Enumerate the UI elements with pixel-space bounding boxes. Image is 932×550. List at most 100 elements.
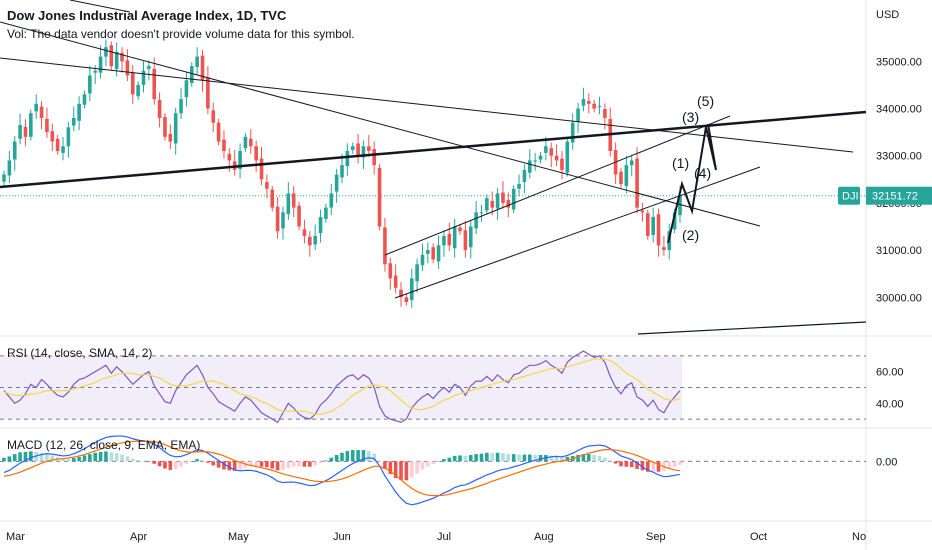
candle-body (479, 212, 484, 214)
macd-histogram-bar (163, 461, 167, 469)
candle-body (297, 205, 301, 227)
macd-histogram-bar (291, 461, 296, 467)
macd-histogram-bar (485, 452, 489, 462)
macd-histogram-bar (147, 461, 151, 463)
candle-body (265, 182, 269, 189)
macd-histogram-bar (474, 454, 478, 462)
candle-body (436, 245, 441, 262)
macd-label: MACD (12, 26, close, 9, EMA, EMA) (7, 438, 201, 452)
candle-body (302, 229, 307, 236)
price-tick: 31000.00 (876, 245, 922, 257)
time-tick: May (228, 531, 249, 543)
macd-histogram-bar (66, 458, 71, 462)
candle-body (324, 207, 328, 219)
candle-body (313, 235, 317, 245)
candle-body (18, 125, 22, 139)
macd-histogram-bar (109, 452, 114, 462)
currency-label: USD (876, 9, 899, 21)
macd-histogram-bar (393, 461, 398, 479)
macd-histogram-bar (452, 455, 457, 462)
macd-histogram-bar (88, 454, 92, 462)
macd-histogram-bar (206, 461, 210, 463)
wave-label: (4) (694, 165, 711, 181)
macd-histogram-bar (152, 461, 157, 464)
macd-line (3, 435, 681, 506)
macd-histogram-bar (597, 455, 602, 462)
candle-body (308, 236, 312, 246)
macd-histogram-bar (383, 461, 387, 470)
macd-tick: 0.00 (876, 456, 897, 468)
macd-histogram-bar (554, 455, 559, 462)
candle-body (586, 100, 591, 104)
candle-body (560, 158, 564, 170)
candle-body (206, 77, 210, 109)
time-tick: Apr (130, 531, 147, 543)
candle-body (222, 139, 226, 151)
time-tick: Oct (750, 531, 767, 543)
macd-histogram-bar (356, 450, 360, 462)
candle-body (157, 100, 162, 118)
candle-body (640, 210, 645, 213)
macd-histogram-bar (71, 457, 76, 462)
candle-body (179, 99, 183, 114)
time-tick: Jun (333, 531, 351, 543)
elliott-wave-annotations: (1) (2) (3) (4) (5) (667, 93, 717, 244)
candle-body (624, 165, 629, 186)
macd-histogram-bar (168, 461, 173, 470)
macd-histogram-bar (318, 461, 323, 463)
candle-body (281, 212, 285, 229)
macd-histogram-bar (216, 461, 221, 468)
macd-histogram-bar (61, 458, 65, 462)
candle-body (66, 127, 71, 147)
candle-body (592, 103, 596, 109)
macd-histogram-bar (281, 461, 285, 470)
channel-upper (384, 115, 731, 256)
macd-histogram-bar (672, 461, 677, 467)
candle-body (474, 212, 478, 229)
macd-histogram-bar (248, 461, 253, 467)
macd-histogram-bar (324, 460, 328, 462)
macd-histogram-bar (232, 461, 237, 471)
macd-histogram-bar (141, 461, 146, 462)
candle-body (629, 160, 634, 166)
macd-histogram-bar (211, 461, 216, 466)
candle-body (211, 110, 216, 123)
macd-histogram-bar (334, 455, 339, 462)
candle-body (45, 118, 49, 133)
macd-histogram-bar (189, 461, 194, 462)
macd-histogram-bar (608, 460, 613, 462)
macd-histogram-bar (238, 461, 242, 470)
macd-histogram-bar (646, 461, 650, 472)
candle-body (254, 146, 258, 161)
macd-histogram-bar (678, 461, 682, 465)
macd-histogram-bar (302, 461, 307, 467)
price-tick: 30000.00 (876, 292, 922, 304)
candle-body (334, 174, 339, 192)
candle-body (55, 138, 60, 151)
candle-body (125, 60, 130, 76)
candle-body (340, 165, 344, 178)
rsi-tick: 40.00 (876, 398, 904, 410)
rsi-tick: 60.00 (876, 367, 904, 379)
candle-body (98, 56, 103, 73)
macd-histogram-bar (173, 461, 178, 470)
candle-body (538, 155, 543, 160)
candle-body (501, 192, 505, 203)
macd-histogram-bar (468, 455, 473, 462)
candle-body (82, 94, 87, 105)
macd-histogram-bar (179, 461, 183, 467)
macd-histogram-bar (667, 461, 672, 470)
macd-histogram-bar (629, 461, 634, 468)
macd-histogram-bar (581, 454, 586, 462)
price-tick: 35000.00 (876, 56, 922, 68)
candle-body (114, 51, 119, 69)
candle-body (329, 193, 334, 208)
macd-histogram-bar (367, 450, 371, 462)
candle-body (415, 264, 419, 282)
macd-histogram-bar (222, 461, 226, 470)
macd-histogram-bar (442, 459, 446, 462)
lower-trendline (637, 321, 867, 335)
macd-histogram-bar (195, 459, 199, 462)
macd-histogram-bar (104, 451, 108, 462)
macd-histogram-bar (640, 461, 645, 471)
